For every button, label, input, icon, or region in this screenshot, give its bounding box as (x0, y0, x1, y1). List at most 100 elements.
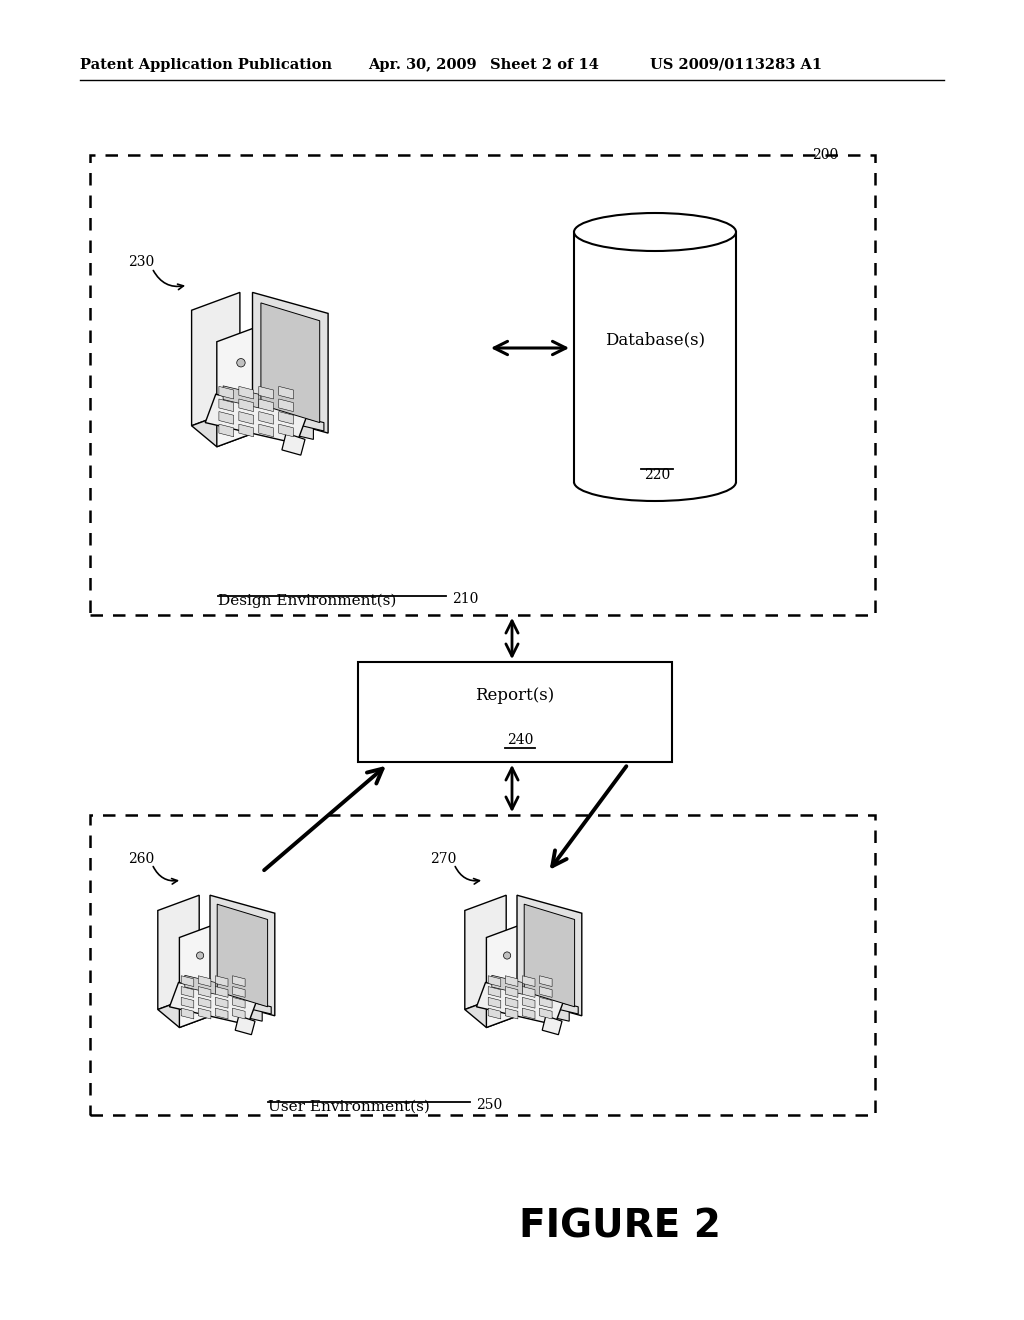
FancyArrowPatch shape (456, 866, 479, 884)
Polygon shape (215, 1008, 228, 1019)
Polygon shape (181, 986, 194, 998)
Polygon shape (232, 975, 245, 986)
Text: 230: 230 (128, 255, 155, 269)
Polygon shape (279, 399, 294, 412)
Polygon shape (488, 998, 501, 1008)
Polygon shape (279, 412, 294, 424)
Polygon shape (488, 1008, 501, 1019)
Text: FIGURE 2: FIGURE 2 (519, 1208, 721, 1246)
Text: Design Environment(s): Design Environment(s) (218, 594, 396, 609)
Polygon shape (540, 998, 552, 1008)
Polygon shape (191, 293, 240, 426)
Text: 220: 220 (644, 469, 670, 482)
Polygon shape (219, 412, 233, 424)
Text: Sheet 2 of 14: Sheet 2 of 14 (490, 58, 599, 73)
Bar (90, 814, 874, 1115)
Polygon shape (259, 424, 273, 437)
Text: Apr. 30, 2009: Apr. 30, 2009 (368, 58, 476, 73)
Circle shape (237, 359, 245, 367)
Polygon shape (546, 1005, 569, 1022)
Polygon shape (217, 323, 265, 446)
Polygon shape (217, 904, 267, 1007)
Polygon shape (486, 923, 527, 1027)
Polygon shape (522, 998, 535, 1008)
Polygon shape (261, 302, 319, 422)
Polygon shape (232, 998, 245, 1008)
Polygon shape (205, 395, 307, 444)
Polygon shape (219, 424, 233, 437)
Polygon shape (540, 975, 552, 986)
Text: 270: 270 (430, 851, 457, 866)
Polygon shape (465, 994, 527, 1027)
Polygon shape (524, 904, 574, 1007)
Polygon shape (239, 424, 254, 437)
Polygon shape (158, 895, 200, 1010)
Polygon shape (542, 1016, 562, 1035)
Polygon shape (253, 293, 328, 433)
Circle shape (197, 952, 204, 960)
Polygon shape (522, 975, 535, 986)
Text: 250: 250 (476, 1098, 502, 1111)
Polygon shape (239, 1005, 262, 1022)
Polygon shape (259, 412, 273, 424)
Polygon shape (181, 998, 194, 1008)
Circle shape (504, 952, 511, 960)
Polygon shape (505, 998, 518, 1008)
Polygon shape (181, 1008, 194, 1019)
Polygon shape (522, 986, 535, 998)
Polygon shape (181, 975, 194, 986)
Polygon shape (184, 975, 215, 994)
Polygon shape (488, 975, 501, 986)
FancyArrowPatch shape (154, 271, 183, 289)
Polygon shape (158, 994, 221, 1027)
Polygon shape (286, 420, 313, 440)
Polygon shape (505, 975, 518, 986)
Polygon shape (199, 998, 211, 1008)
Polygon shape (232, 986, 245, 998)
FancyArrowPatch shape (154, 866, 177, 884)
Polygon shape (465, 895, 506, 1010)
Text: 210: 210 (452, 591, 478, 606)
Polygon shape (279, 387, 294, 399)
Ellipse shape (574, 213, 736, 251)
Polygon shape (215, 998, 228, 1008)
Polygon shape (505, 986, 518, 998)
Text: US 2009/0113283 A1: US 2009/0113283 A1 (650, 58, 822, 73)
Polygon shape (179, 923, 221, 1027)
Polygon shape (517, 895, 582, 1016)
Text: User Environment(s): User Environment(s) (268, 1100, 430, 1114)
Polygon shape (239, 387, 254, 399)
Text: Patent Application Publication: Patent Application Publication (80, 58, 332, 73)
Polygon shape (279, 424, 294, 437)
Polygon shape (199, 1008, 211, 1019)
Text: 200: 200 (812, 148, 839, 162)
Polygon shape (223, 385, 259, 408)
Polygon shape (191, 408, 265, 446)
Polygon shape (239, 399, 254, 412)
Polygon shape (275, 411, 324, 432)
Polygon shape (540, 986, 552, 998)
Polygon shape (236, 1016, 255, 1035)
Polygon shape (239, 412, 254, 424)
Bar (358, 663, 672, 762)
Bar (90, 154, 874, 615)
Polygon shape (282, 433, 305, 455)
Text: 260: 260 (128, 851, 155, 866)
Polygon shape (170, 982, 257, 1024)
Polygon shape (259, 387, 273, 399)
Text: Report(s): Report(s) (475, 686, 555, 704)
Polygon shape (476, 982, 564, 1024)
Polygon shape (505, 1008, 518, 1019)
Polygon shape (522, 1008, 535, 1019)
Polygon shape (199, 986, 211, 998)
Polygon shape (492, 975, 522, 994)
Polygon shape (540, 1008, 552, 1019)
Polygon shape (199, 975, 211, 986)
Polygon shape (215, 986, 228, 998)
Text: Database(s): Database(s) (605, 331, 706, 348)
Polygon shape (232, 1008, 245, 1019)
Text: 240: 240 (507, 733, 534, 747)
Polygon shape (219, 387, 233, 399)
FancyArrowPatch shape (800, 165, 816, 189)
Polygon shape (537, 997, 579, 1014)
